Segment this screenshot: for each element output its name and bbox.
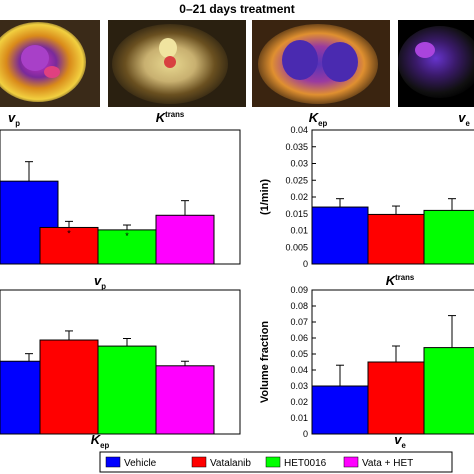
ytick-ve: 0.03 (290, 381, 308, 391)
bar-ve-1 (367, 361, 425, 435)
bar-ktrans-2 (423, 209, 474, 265)
legend-label-1: Vatalanib (210, 458, 251, 469)
bar-kep-2 (97, 345, 157, 435)
ytick-ktrans: 0.01 (290, 226, 308, 236)
ytick-ve: 0.08 (290, 301, 308, 311)
legend-label-2: HET0016 (284, 458, 327, 469)
chart-kep: Kep (0, 289, 241, 450)
mri-map-ve (398, 20, 474, 107)
ytick-ktrans: 0.035 (285, 142, 308, 152)
bar-ve-0 (311, 385, 369, 435)
ytick-ktrans: 0.025 (285, 175, 308, 185)
xlabel-ktrans: Ktrans (386, 273, 415, 288)
ytick-ve: 0.04 (290, 365, 308, 375)
figure-title: 0–21 days treatment (179, 2, 294, 16)
bar-vp-3 (155, 214, 215, 265)
mri-map-vp (0, 20, 100, 107)
chart-ve: 0 0.01 0.02 0.03 0.04 0.05 0.06 0.07 0.08 0.09 Vol… (259, 285, 474, 450)
bar-ktrans-1 (367, 213, 425, 265)
bar-ktrans-0 (311, 206, 369, 265)
mri-map-ktrans (108, 20, 246, 107)
map-label-2: Kep (309, 110, 328, 128)
legend-label-3: Vata + HET (362, 458, 413, 469)
ytick-ve: 0.01 (290, 413, 308, 423)
xlabel-vp: vp (94, 273, 106, 291)
ytick-ve: 0 (303, 429, 308, 439)
chart-ktrans: 0 0.005 0.01 0.015 0.02 0.025 0.03 0.035 0.04 (1/… (259, 125, 474, 288)
legend-label-0: Vehicle (124, 458, 157, 469)
ylabel-ve: Volume fraction (259, 321, 271, 404)
ytick-ve: 0.02 (290, 397, 308, 407)
map-label-0: vp (8, 110, 20, 128)
ylabel-ktrans: (1/min) (259, 179, 271, 215)
bar-vp-1 (39, 226, 99, 265)
mri-map-kep (252, 20, 390, 107)
significance-mark: * (67, 228, 71, 238)
legend: Vehicle Vatalanib HET0016 Vata + HET (99, 451, 453, 473)
legend-swatch-2 (265, 456, 281, 468)
ytick-ktrans: 0.04 (290, 125, 308, 135)
ytick-ve: 0.09 (290, 285, 308, 295)
xlabel-kep: Kep (91, 432, 110, 450)
legend-swatch-1 (191, 456, 207, 468)
map-label-1: Ktrans (156, 110, 185, 125)
legend-swatch-3 (343, 456, 359, 468)
ytick-ktrans: 0.005 (285, 242, 308, 252)
xlabel-ve: ve (394, 432, 406, 450)
ytick-ktrans: 0.03 (290, 159, 308, 169)
bar-vp-2 (97, 229, 157, 265)
bar-ve-2 (423, 347, 474, 435)
ytick-ktrans: 0.015 (285, 209, 308, 219)
ytick-ktrans: 0 (303, 259, 308, 269)
map-label-3: ve (458, 110, 470, 128)
legend-swatch-0 (105, 456, 121, 468)
bar-kep-3 (155, 365, 215, 435)
bar-kep-1 (39, 339, 99, 435)
ytick-ve: 0.06 (290, 333, 308, 343)
ytick-ktrans: 0.02 (290, 192, 308, 202)
ytick-ve: 0.07 (290, 317, 308, 327)
significance-mark: * (125, 231, 129, 241)
ytick-ve: 0.05 (290, 349, 308, 359)
chart-vp: * * vp (0, 129, 241, 291)
